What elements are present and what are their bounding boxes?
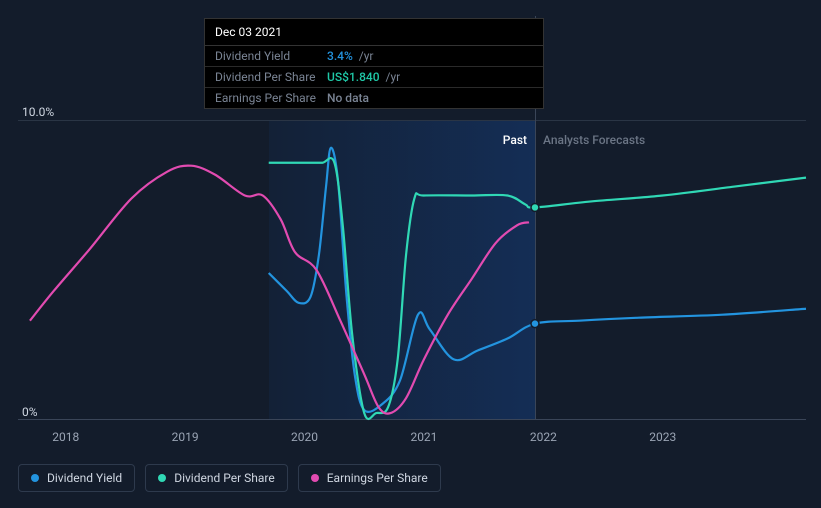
dividend-chart: Past Analysts Forecasts: [18, 105, 806, 425]
tooltip-row-value: No data: [327, 91, 369, 105]
tooltip-row: Earnings Per ShareNo data: [205, 88, 543, 108]
legend-dot-icon: [311, 474, 319, 482]
chart-svg: [18, 121, 806, 419]
series-line: [269, 158, 806, 419]
legend-label: Earnings Per Share: [327, 471, 428, 485]
series-line: [30, 166, 529, 414]
chart-legend: Dividend Yield Dividend Per Share Earnings…: [18, 464, 441, 492]
y-axis-label: 0%: [22, 405, 38, 419]
tooltip-row-value: 3.4% /yr: [327, 49, 373, 63]
legend-item[interactable]: Dividend Per Share: [145, 464, 288, 492]
series-marker: [531, 320, 539, 328]
plot-area: Past Analysts Forecasts: [18, 120, 806, 420]
x-axis-label: 2020: [291, 430, 318, 444]
tooltip-date: Dec 03 2021: [205, 19, 543, 46]
hover-tooltip: Dec 03 2021 Dividend Yield3.4% /yrDivide…: [204, 18, 544, 109]
tooltip-row: Dividend Per ShareUS$1.840 /yr: [205, 67, 543, 88]
legend-dot-icon: [158, 474, 166, 482]
x-axis-label: 2022: [530, 430, 557, 444]
x-axis: 2018 2019 2020 2021 2022 2023: [18, 430, 806, 450]
legend-label: Dividend Per Share: [174, 471, 275, 485]
legend-item[interactable]: Earnings Per Share: [298, 464, 441, 492]
x-axis-label: 2018: [52, 430, 79, 444]
y-axis-label: 10.0%: [22, 105, 54, 119]
x-axis-label: 2023: [649, 430, 676, 444]
series-marker: [531, 203, 539, 211]
tooltip-row-label: Dividend Per Share: [215, 70, 327, 84]
x-axis-label: 2019: [172, 430, 199, 444]
x-axis-label: 2021: [410, 430, 437, 444]
tooltip-row-value: US$1.840 /yr: [327, 70, 400, 84]
tooltip-row-label: Earnings Per Share: [215, 91, 327, 105]
tooltip-row-label: Dividend Yield: [215, 49, 327, 63]
legend-label: Dividend Yield: [47, 471, 122, 485]
tooltip-row: Dividend Yield3.4% /yr: [205, 46, 543, 67]
legend-item[interactable]: Dividend Yield: [18, 464, 135, 492]
legend-dot-icon: [31, 474, 39, 482]
